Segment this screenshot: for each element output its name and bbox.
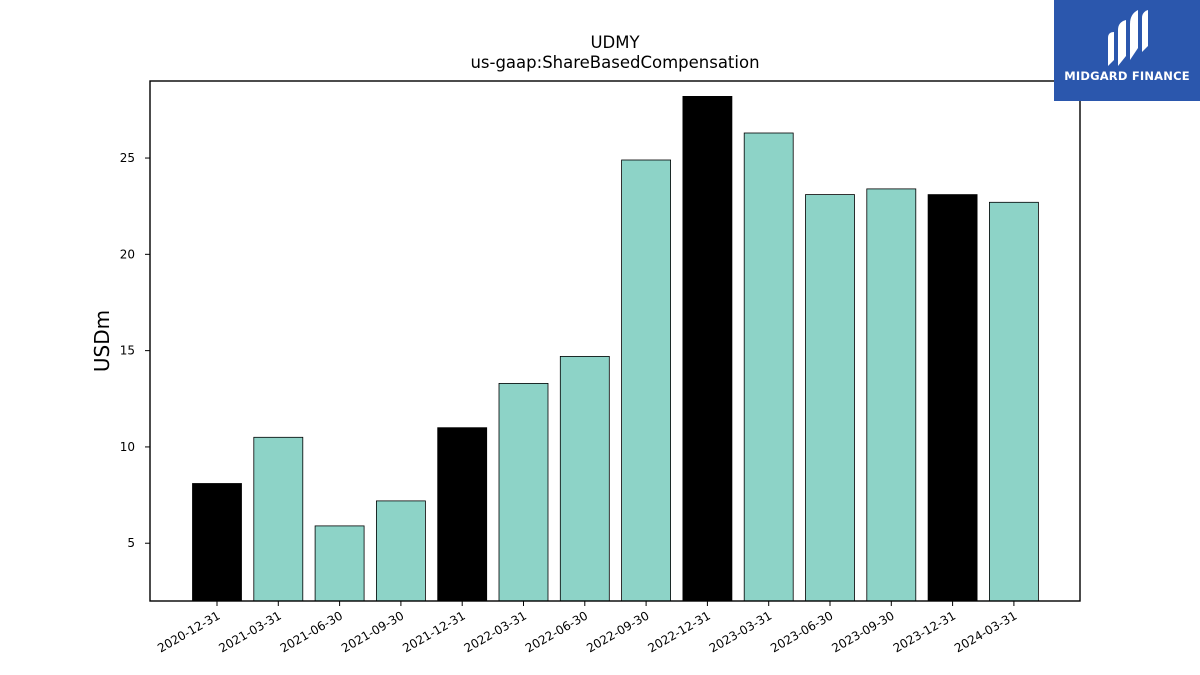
y-tick-label: 15: [120, 344, 135, 358]
x-tick-label: 2021-12-31: [400, 608, 467, 655]
chart-subtitle: us-gaap:ShareBasedCompensation: [470, 53, 759, 72]
x-tick-label: 2021-06-30: [278, 608, 345, 655]
x-tick-label: 2023-06-30: [768, 608, 835, 655]
x-tick-label: 2021-09-30: [339, 608, 406, 655]
bar-2023-03-31: [743, 132, 794, 602]
bar-2023-09-30: [866, 188, 917, 602]
bar-2023-12-31: [927, 194, 978, 602]
bar-2021-12-31: [437, 427, 488, 602]
y-tick-label: 20: [120, 247, 135, 261]
y-axis-label: USDm: [90, 310, 114, 372]
midgard-logo-mark-icon: [1108, 10, 1148, 66]
bar-2022-06-30: [559, 355, 610, 602]
y-tick-label: 10: [120, 440, 135, 454]
x-tick-label: 2024-03-31: [952, 608, 1019, 655]
x-tick-label: 2023-09-30: [829, 608, 896, 655]
chart-title: UDMY: [590, 33, 640, 52]
bar-2021-06-30: [314, 525, 365, 602]
bar-2023-06-30: [805, 194, 855, 602]
x-tick-label: 2020-12-31: [155, 608, 222, 655]
x-tick-label: 2022-06-30: [523, 608, 590, 655]
x-tick-label: 2021-03-31: [216, 608, 283, 655]
midgard-finance-logo: MIDGARD FINANCE: [1054, 0, 1200, 101]
x-tick-label: 2022-03-31: [462, 608, 529, 655]
x-tick-label: 2023-03-31: [707, 608, 774, 655]
bar-2021-03-31: [253, 436, 304, 602]
logo-text: MIDGARD FINANCE: [1064, 69, 1190, 83]
bar-2024-03-31: [989, 201, 1039, 602]
y-tick-label: 25: [120, 151, 135, 165]
bar-2022-03-31: [498, 382, 549, 602]
x-tick-label: 2022-12-31: [645, 608, 712, 655]
bar-2020-12-31: [192, 483, 242, 602]
bar-2022-09-30: [621, 159, 671, 602]
bar-2022-12-31: [682, 96, 733, 602]
bar-2021-09-30: [375, 500, 426, 602]
plot-area-frame: [149, 80, 1081, 602]
x-tick-label: 2022-09-30: [584, 608, 651, 655]
y-tick-label: 5: [127, 536, 135, 550]
x-tick-label: 2023-12-31: [891, 608, 958, 655]
